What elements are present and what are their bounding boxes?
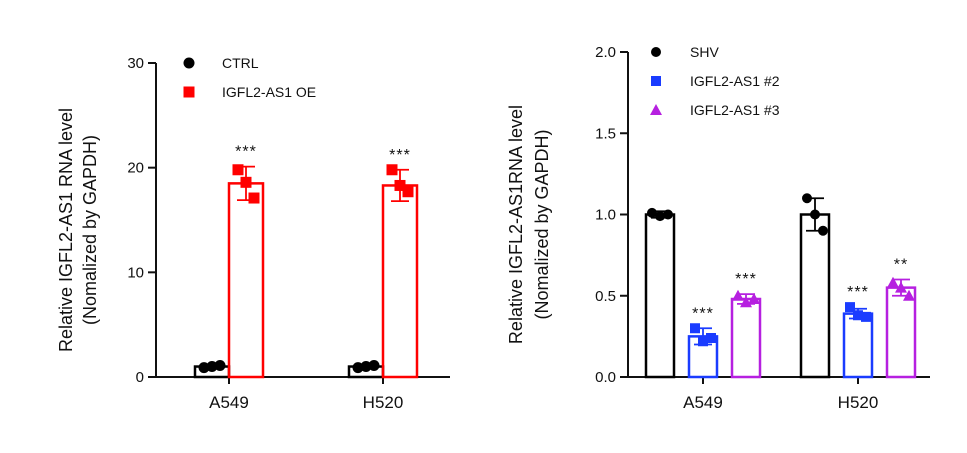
y-tick-label: 0.0 bbox=[595, 369, 616, 386]
y-tick-label: 0.5 bbox=[595, 288, 616, 305]
x-tick-label: H520 bbox=[363, 393, 404, 412]
data-point bbox=[818, 225, 828, 236]
data-point bbox=[386, 164, 398, 176]
significance-label: *** bbox=[847, 284, 869, 301]
data-point bbox=[232, 164, 244, 176]
data-point bbox=[861, 311, 871, 322]
data-point bbox=[352, 362, 364, 374]
data-point bbox=[740, 296, 752, 308]
chart-panel-1: 0 10 20 30 A549 H520 Relative IGFL2-AS1 RNA le… bbox=[56, 55, 450, 412]
data-point bbox=[732, 289, 744, 301]
y-tick-label: 30 bbox=[127, 55, 144, 72]
legend-label: CTRL bbox=[222, 55, 259, 71]
bar bbox=[799, 213, 831, 379]
significance-label: *** bbox=[692, 305, 714, 322]
data-point bbox=[206, 361, 218, 373]
data-point bbox=[887, 276, 899, 288]
legend-label: IGFL2-AS1 OE bbox=[222, 84, 316, 100]
significance-label: ** bbox=[894, 257, 908, 274]
y-tick-label: 2.0 bbox=[595, 44, 616, 61]
legend-label: IGFL2-AS1 #2 bbox=[690, 73, 780, 89]
significance-label: *** bbox=[735, 271, 757, 288]
data-point bbox=[647, 207, 657, 218]
legend-marker bbox=[183, 57, 195, 69]
y-tick-label: 10 bbox=[127, 264, 144, 281]
legend-marker bbox=[183, 86, 195, 98]
data-point bbox=[248, 192, 260, 204]
bar bbox=[842, 312, 874, 379]
data-point bbox=[214, 359, 226, 371]
bar bbox=[644, 213, 676, 379]
data-point bbox=[748, 293, 760, 304]
significance-label: *** bbox=[389, 147, 411, 164]
data-point bbox=[845, 302, 855, 313]
data-point bbox=[706, 333, 716, 343]
bar bbox=[885, 286, 917, 379]
data-point bbox=[240, 176, 252, 188]
legend-marker bbox=[650, 104, 662, 115]
bar bbox=[730, 297, 762, 379]
data-point bbox=[802, 193, 812, 204]
data-point bbox=[903, 289, 915, 301]
chart-panel-2: 0.0 0.5 1.0 1.5 2.0 A549 H520 Relative IGFL2-AS… bbox=[506, 44, 930, 412]
y-tick-label: 1.0 bbox=[595, 207, 616, 224]
significance-label: *** bbox=[235, 144, 257, 161]
y-axis-label: Relative IGFL2-AS1 RNA level bbox=[56, 108, 76, 352]
data-point bbox=[360, 361, 372, 373]
data-point bbox=[368, 359, 380, 371]
data-point bbox=[810, 209, 820, 220]
bar bbox=[381, 184, 419, 379]
data-point bbox=[402, 186, 414, 198]
legend-marker bbox=[651, 76, 661, 86]
legend-label: IGFL2-AS1 #3 bbox=[690, 102, 780, 118]
data-point bbox=[663, 209, 673, 220]
y-tick-label: 1.5 bbox=[595, 125, 616, 142]
data-point bbox=[198, 362, 210, 374]
data-point bbox=[690, 323, 700, 334]
y-tick-label: 0 bbox=[136, 369, 144, 386]
y-axis-label: Relative IGFL2-AS1RNA level bbox=[506, 105, 526, 344]
y-axis-label-2: (Nomalized by GAPDH) bbox=[80, 135, 100, 325]
x-tick-label: H520 bbox=[838, 393, 879, 412]
y-axis-label-2: (Nomalized by GAPDH) bbox=[532, 129, 552, 319]
data-point bbox=[394, 179, 406, 191]
data-point bbox=[655, 211, 665, 222]
data-point bbox=[853, 310, 863, 321]
y-tick-label: 20 bbox=[127, 160, 144, 177]
legend-label: SHV bbox=[690, 44, 719, 60]
bar bbox=[227, 182, 265, 379]
x-tick-label: A549 bbox=[209, 393, 249, 412]
data-point bbox=[895, 281, 907, 293]
data-point bbox=[698, 336, 708, 347]
legend-marker bbox=[651, 47, 661, 57]
x-tick-label: A549 bbox=[683, 393, 723, 412]
